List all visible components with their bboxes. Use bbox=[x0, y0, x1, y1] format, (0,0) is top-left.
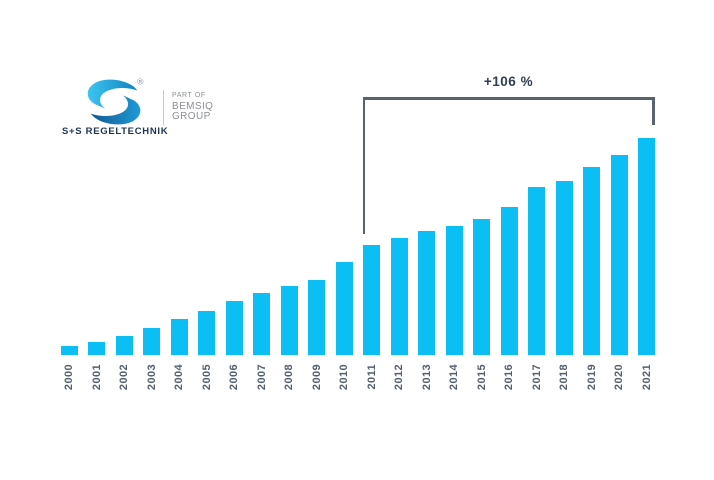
growth-bracket-top bbox=[362, 97, 655, 100]
logo-wordmark: S+S REGELTECHNIK bbox=[62, 126, 169, 137]
bar-2002 bbox=[115, 336, 133, 355]
bar-column-2007 bbox=[248, 115, 276, 355]
logo-divider bbox=[163, 90, 164, 125]
bar-2015 bbox=[473, 218, 490, 355]
bar-2017 bbox=[528, 186, 545, 355]
bar-2018 bbox=[555, 181, 573, 355]
x-tick-label-2015: 2015 bbox=[475, 364, 488, 391]
x-tick-label-2009: 2009 bbox=[310, 364, 323, 391]
bar-column-2021 bbox=[633, 115, 661, 355]
bar-2016 bbox=[500, 206, 518, 355]
bar-column-2018 bbox=[550, 115, 578, 355]
bar-2009 bbox=[308, 280, 325, 355]
x-tick-label-2016: 2016 bbox=[503, 364, 515, 391]
bar-column-2005 bbox=[193, 115, 221, 355]
bar-2020 bbox=[610, 154, 628, 355]
x-tick-label-2013: 2013 bbox=[420, 364, 433, 391]
bar-column-2001 bbox=[83, 115, 111, 355]
growth-bracket-left-leg bbox=[362, 97, 365, 234]
bar-column-2020 bbox=[605, 115, 633, 355]
bar-2012 bbox=[390, 238, 408, 355]
bar-column-2002 bbox=[110, 115, 138, 355]
bar-2001 bbox=[88, 341, 105, 355]
bar-column-2008 bbox=[275, 115, 303, 355]
bar-column-2013 bbox=[413, 115, 441, 355]
x-tick-label-2001: 2001 bbox=[90, 364, 103, 391]
registered-mark-icon: ® bbox=[137, 77, 144, 87]
x-tick-label-2002: 2002 bbox=[118, 364, 130, 391]
bar-column-2009 bbox=[303, 115, 331, 355]
bar-column-2010 bbox=[330, 115, 358, 355]
x-tick-label-2008: 2008 bbox=[283, 364, 295, 391]
bar-2019 bbox=[583, 166, 600, 355]
x-tick-label-2003: 2003 bbox=[145, 364, 158, 391]
bar-column-2012 bbox=[385, 115, 413, 355]
bar-column-2011 bbox=[358, 115, 386, 355]
bar-2011 bbox=[363, 245, 380, 355]
bar-2013 bbox=[418, 230, 435, 355]
bar-column-2017 bbox=[523, 115, 551, 355]
bar-column-2006 bbox=[220, 115, 248, 355]
x-tick-label-2010: 2010 bbox=[338, 364, 350, 391]
x-tick-label-2006: 2006 bbox=[228, 364, 240, 391]
x-tick-label-2019: 2019 bbox=[585, 364, 598, 391]
bar-2006 bbox=[225, 301, 243, 355]
s-plus-s-logo-icon: ® bbox=[87, 77, 144, 125]
bar-column-2004 bbox=[165, 115, 193, 355]
bar-2010 bbox=[335, 261, 353, 355]
bar-column-2016 bbox=[495, 115, 523, 355]
bar-2007 bbox=[253, 293, 270, 355]
x-tick-label-2004: 2004 bbox=[173, 364, 185, 391]
x-tick-label-2007: 2007 bbox=[255, 364, 268, 391]
bar-2005 bbox=[198, 311, 215, 355]
bar-2000 bbox=[60, 346, 78, 355]
bar-column-2003 bbox=[138, 115, 166, 355]
bar-2021 bbox=[638, 138, 655, 355]
x-tick-label-2021: 2021 bbox=[640, 364, 653, 391]
growth-annotation-label: +106 % bbox=[483, 74, 534, 89]
x-tick-label-2014: 2014 bbox=[448, 364, 460, 391]
bar-2008 bbox=[280, 285, 298, 355]
x-tick-label-2017: 2017 bbox=[530, 364, 543, 391]
partner-line-part-of: PART OF bbox=[172, 92, 206, 99]
x-axis-labels: 2000 2001 2002 2003 2004 2005 2006 2007 2008 2009… bbox=[55, 364, 660, 410]
bar-chart bbox=[55, 115, 660, 355]
x-tick-label-2020: 2020 bbox=[613, 364, 625, 391]
growth-bracket-right-leg bbox=[652, 97, 655, 125]
partner-text-block: PART OF BEMSIQ GROUP bbox=[172, 92, 213, 122]
x-tick-label-2012: 2012 bbox=[393, 364, 405, 391]
bar-2003 bbox=[143, 327, 160, 355]
x-tick-label-2005: 2005 bbox=[200, 364, 213, 391]
x-tick-label-2011: 2011 bbox=[365, 364, 378, 390]
bar-column-2015 bbox=[468, 115, 496, 355]
x-tick-label-2018: 2018 bbox=[558, 364, 570, 391]
bar-column-2019 bbox=[578, 115, 606, 355]
partner-line-bemsiq: BEMSIQ bbox=[172, 101, 214, 112]
x-tick-label-2000: 2000 bbox=[63, 364, 75, 391]
bar-column-2014 bbox=[440, 115, 468, 355]
bar-2014 bbox=[445, 226, 463, 355]
bar-column-2000 bbox=[55, 115, 83, 355]
bar-2004 bbox=[170, 318, 188, 355]
partner-line-group: GROUP bbox=[172, 111, 211, 122]
